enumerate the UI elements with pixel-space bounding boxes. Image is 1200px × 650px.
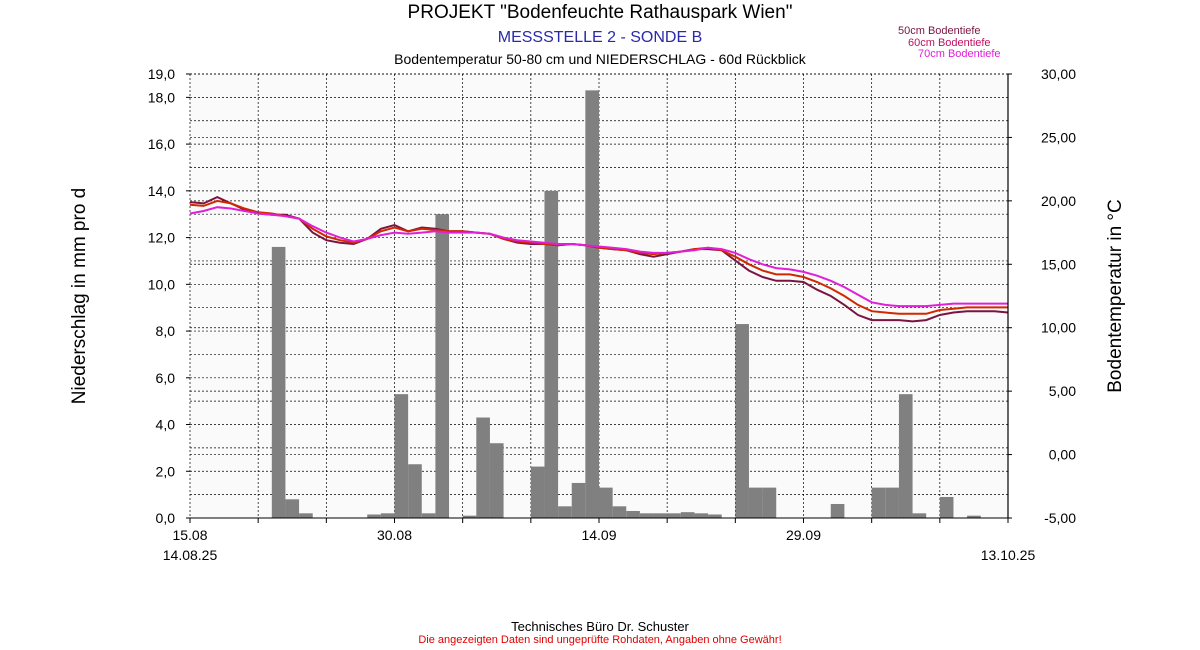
precipitation-bar bbox=[544, 190, 559, 518]
y-tick-label-left: 10,0 bbox=[148, 276, 175, 292]
y-tick-label-left: 14,0 bbox=[148, 183, 175, 199]
footer-disclaimer: Die angezeigten Daten sind ungeprüfte Ro… bbox=[418, 634, 782, 646]
y-tick-label-right: 15,00 bbox=[1041, 256, 1076, 272]
y-tick-label-left: 2,0 bbox=[156, 463, 176, 479]
x-tick-label: 30.08 bbox=[377, 527, 412, 543]
y-tick-label-left: 0,0 bbox=[156, 510, 176, 526]
chart-subtitle-station: MESSSTELLE 2 - SONDE B bbox=[497, 29, 703, 46]
precipitation-bar bbox=[530, 466, 545, 518]
y-tick-label-left: 8,0 bbox=[156, 323, 176, 339]
precipitation-bar bbox=[912, 513, 927, 518]
x-tick-label: 29.09 bbox=[786, 527, 821, 543]
precipitation-bar bbox=[626, 510, 640, 518]
precipitation-bar bbox=[898, 394, 913, 518]
x-tick-label: 15.08 bbox=[172, 527, 207, 543]
precipitation-bar bbox=[667, 513, 681, 518]
precipitation-bar bbox=[939, 496, 954, 518]
y-tick-label-right: 0,00 bbox=[1049, 447, 1076, 463]
y-tick-label-left: 18,0 bbox=[148, 89, 175, 105]
legend-entry-70cm: 70cm Bodentiefe bbox=[918, 48, 1001, 60]
precipitation-bar bbox=[680, 512, 695, 518]
precipitation-bar bbox=[285, 499, 300, 518]
precipitation-bar bbox=[885, 487, 899, 518]
precipitation-bar bbox=[558, 506, 572, 518]
precipitation-bar bbox=[694, 513, 709, 518]
chart-title: PROJEKT "Bodenfeuchte Rathauspark Wien" bbox=[407, 2, 793, 23]
precipitation-bar bbox=[571, 482, 586, 518]
temperature-line-60cm bbox=[189, 199, 1008, 315]
legend-entry-50cm: 50cm Bodentiefe bbox=[898, 25, 981, 37]
precipitation-bar bbox=[435, 214, 450, 519]
footer-company: Technisches Büro Dr. Schuster bbox=[511, 619, 689, 634]
precipitation-bar bbox=[599, 487, 613, 518]
y-tick-label-right: -5,00 bbox=[1044, 510, 1076, 526]
precipitation-bar bbox=[708, 514, 722, 518]
x-end-date-label: 13.10.25 bbox=[981, 547, 1036, 563]
y-tick-label-left: 6,0 bbox=[156, 370, 176, 386]
precipitation-bar bbox=[735, 324, 749, 518]
precipitation-bar bbox=[871, 487, 886, 518]
y-tick-label-left: 12,0 bbox=[148, 230, 175, 246]
precipitation-bar bbox=[394, 394, 409, 518]
precipitation-bar bbox=[639, 513, 654, 518]
y-tick-label-right: 10,00 bbox=[1041, 320, 1076, 336]
legend-entry-60cm: 60cm Bodentiefe bbox=[908, 37, 991, 49]
precipitation-bar bbox=[762, 487, 777, 518]
chart-subtitle-description: Bodentemperatur 50-80 cm und NIEDERSCHLA… bbox=[394, 51, 806, 67]
y-tick-label-left: 19,0 bbox=[148, 66, 175, 82]
precipitation-bar bbox=[476, 417, 490, 518]
y-tick-label-left: 4,0 bbox=[156, 417, 176, 433]
precipitation-bar bbox=[830, 503, 845, 518]
precipitation-bar bbox=[421, 513, 436, 518]
precipitation-bar bbox=[612, 506, 627, 518]
precipitation-bar bbox=[462, 515, 477, 518]
x-start-date-label: 14.08.25 bbox=[163, 547, 218, 563]
precipitation-bar bbox=[408, 464, 422, 518]
precipitation-bar bbox=[299, 513, 313, 518]
y-tick-label-right: 20,00 bbox=[1041, 193, 1076, 209]
precipitation-bar bbox=[380, 513, 395, 518]
precipitation-bar bbox=[967, 515, 981, 518]
precipitation-bar bbox=[489, 443, 504, 518]
precipitation-bar bbox=[748, 487, 763, 518]
y-tick-label-left: 16,0 bbox=[148, 136, 175, 152]
chart-area: 0,0 2,0 4,0 6,0 8,0 10,0 12,0 14,0 16,0 18,0 19,0 -… bbox=[148, 66, 1076, 563]
temperature-line-70cm bbox=[189, 206, 1008, 308]
x-tick-label: 14.09 bbox=[581, 527, 616, 543]
precipitation-bar bbox=[271, 246, 286, 518]
y-tick-label-right: 25,00 bbox=[1041, 129, 1076, 145]
precipitation-bar bbox=[653, 513, 668, 518]
y-tick-label-right: 30,00 bbox=[1041, 66, 1076, 82]
precipitation-bar bbox=[367, 514, 381, 518]
precipitation-bar bbox=[585, 90, 599, 518]
y-tick-label-right: 5,00 bbox=[1049, 383, 1076, 399]
